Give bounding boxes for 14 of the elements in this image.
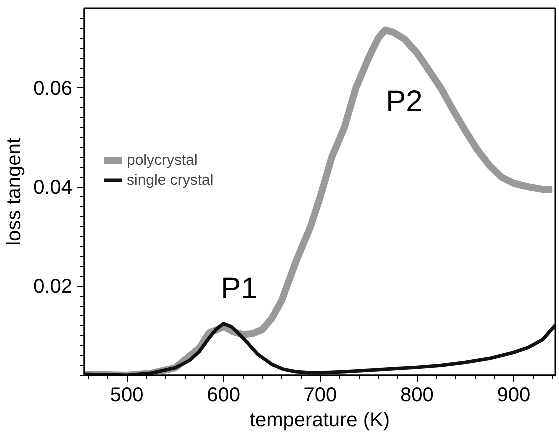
- x-tick-label: 600: [207, 384, 240, 406]
- annotation: P2: [386, 86, 423, 118]
- y-tick-label: 0.02: [34, 276, 73, 298]
- x-tick-label: 800: [400, 384, 434, 406]
- x-tick-label: 700: [304, 384, 338, 406]
- y-tick-label: 0.06: [34, 78, 73, 100]
- annotation: P1: [221, 272, 258, 306]
- x-tick-label: 900: [497, 384, 531, 406]
- legend-label: single crystal: [127, 172, 214, 188]
- x-tick-label: 500: [110, 384, 144, 406]
- y-axis-title: loss tangent: [4, 138, 26, 246]
- x-axis-title: temperature (K): [250, 410, 390, 432]
- y-tick-label: 0.04: [34, 177, 73, 200]
- legend-label: polycrystal: [127, 152, 198, 168]
